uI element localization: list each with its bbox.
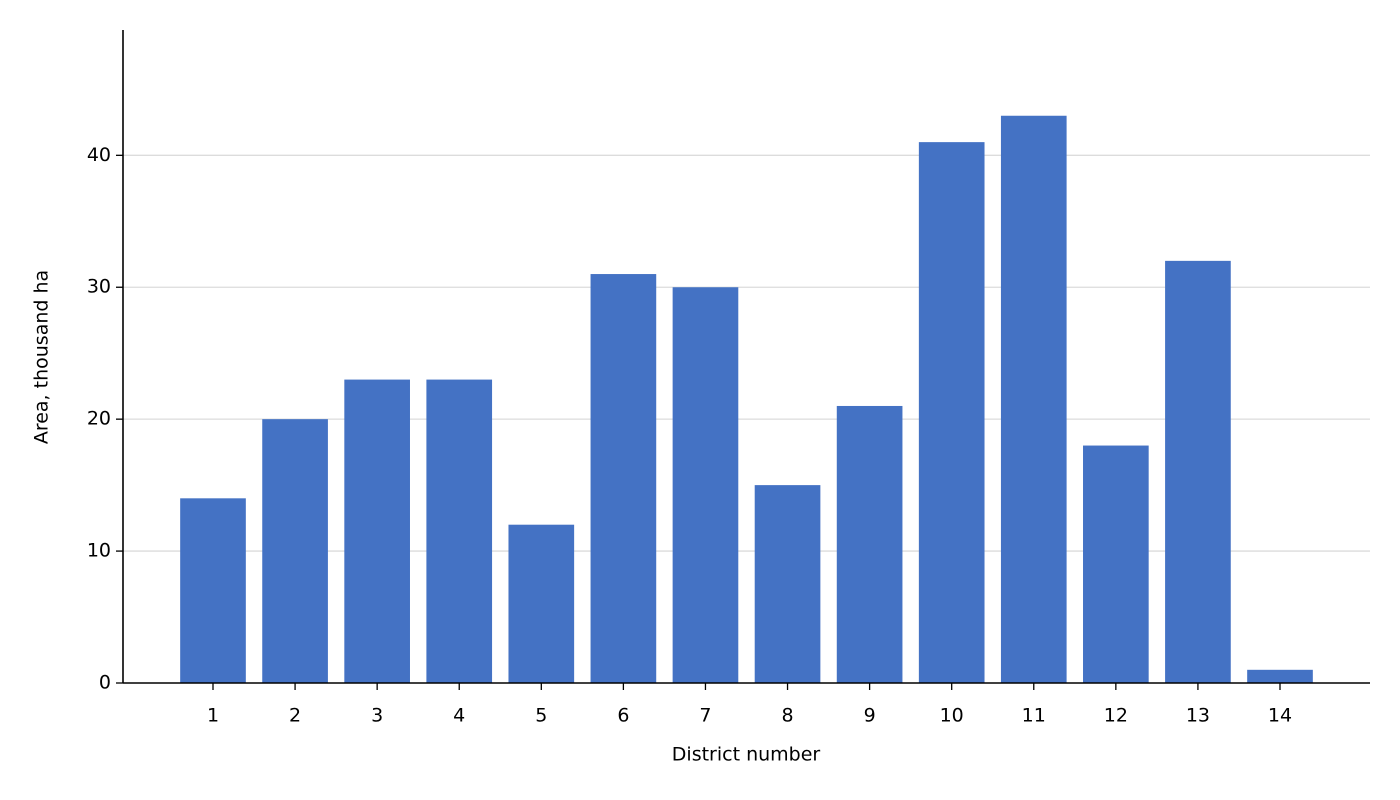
- bar: [590, 274, 657, 683]
- x-tick-label: 4: [453, 705, 465, 727]
- bar: [918, 142, 985, 683]
- bar: [344, 379, 410, 683]
- bar: [754, 485, 821, 683]
- x-axis-label: District number: [672, 744, 821, 766]
- x-tick-label: 1: [207, 705, 219, 727]
- bar: [1083, 445, 1149, 683]
- x-tick-label: 6: [617, 705, 629, 727]
- bar: [180, 498, 246, 683]
- x-tick-label: 10: [940, 705, 964, 727]
- x-tick-label: 3: [371, 705, 383, 727]
- x-tick-label: 9: [864, 705, 876, 727]
- bar: [262, 419, 328, 683]
- x-tick-label: 2: [289, 705, 301, 727]
- bar: [1000, 115, 1067, 683]
- y-tick-label: 10: [87, 540, 111, 562]
- x-tick-label: 11: [1022, 705, 1046, 727]
- bar: [672, 287, 739, 683]
- y-tick-label: 40: [87, 144, 111, 166]
- bar: [426, 379, 493, 683]
- x-tick-label: 5: [535, 705, 547, 727]
- bar: [1247, 669, 1313, 683]
- x-tick-label: 7: [699, 705, 711, 727]
- y-tick-label: 30: [87, 276, 111, 298]
- x-tick-label: 13: [1186, 705, 1210, 727]
- bar: [1165, 260, 1231, 683]
- x-tick-label: 12: [1104, 705, 1128, 727]
- x-tick-label: 14: [1268, 705, 1292, 727]
- bar: [508, 524, 575, 683]
- y-tick-label: 0: [99, 672, 111, 694]
- y-tick-label: 20: [87, 408, 111, 430]
- y-axis-label: Area, thousand ha: [31, 270, 53, 444]
- bar: [836, 405, 903, 683]
- x-tick-label: 8: [781, 705, 793, 727]
